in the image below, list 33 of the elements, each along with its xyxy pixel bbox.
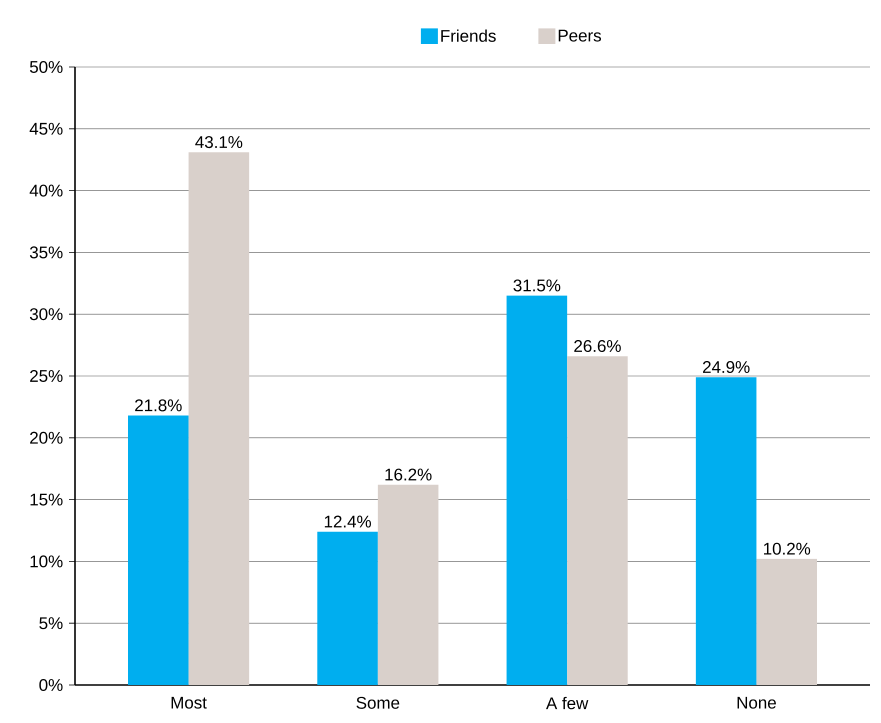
data-label: 10.2% [764,542,810,555]
bar [188,152,250,685]
y-tick-label: 0% [39,679,63,691]
data-label: 16.2% [385,468,432,481]
x-tick-label: None [738,696,776,709]
y-tick-label: 50% [30,60,63,73]
data-label: 21.8% [135,399,182,412]
x-tick-label: Most [172,696,207,709]
x-tick-label: Some [356,696,400,709]
bar [128,416,189,685]
data-label: 31.5% [513,279,560,292]
bar [567,356,628,685]
x-tick-label: A few [546,696,588,710]
y-tick-label: 25% [30,370,63,382]
bar [756,558,818,685]
data-label: 24.9% [702,361,750,374]
y-tick-label: 15% [30,494,63,506]
bar [696,377,756,685]
y-tick-label: 45% [30,122,63,135]
bar [378,484,438,685]
legend-label: Peers [558,30,601,42]
data-label: 43.1% [195,136,242,148]
bar [317,532,378,685]
y-tick-label: 35% [30,246,63,258]
y-tick-label: 20% [30,432,63,444]
legend-label: Friends [441,29,496,42]
data-label: 26.6% [574,340,621,352]
y-tick-label: 30% [30,308,63,320]
y-tick-label: 5% [39,617,63,630]
data-label: 12.4% [324,516,371,528]
bar [506,296,568,685]
y-tick-label: 10% [30,555,63,568]
y-tick-label: 40% [30,184,63,197]
